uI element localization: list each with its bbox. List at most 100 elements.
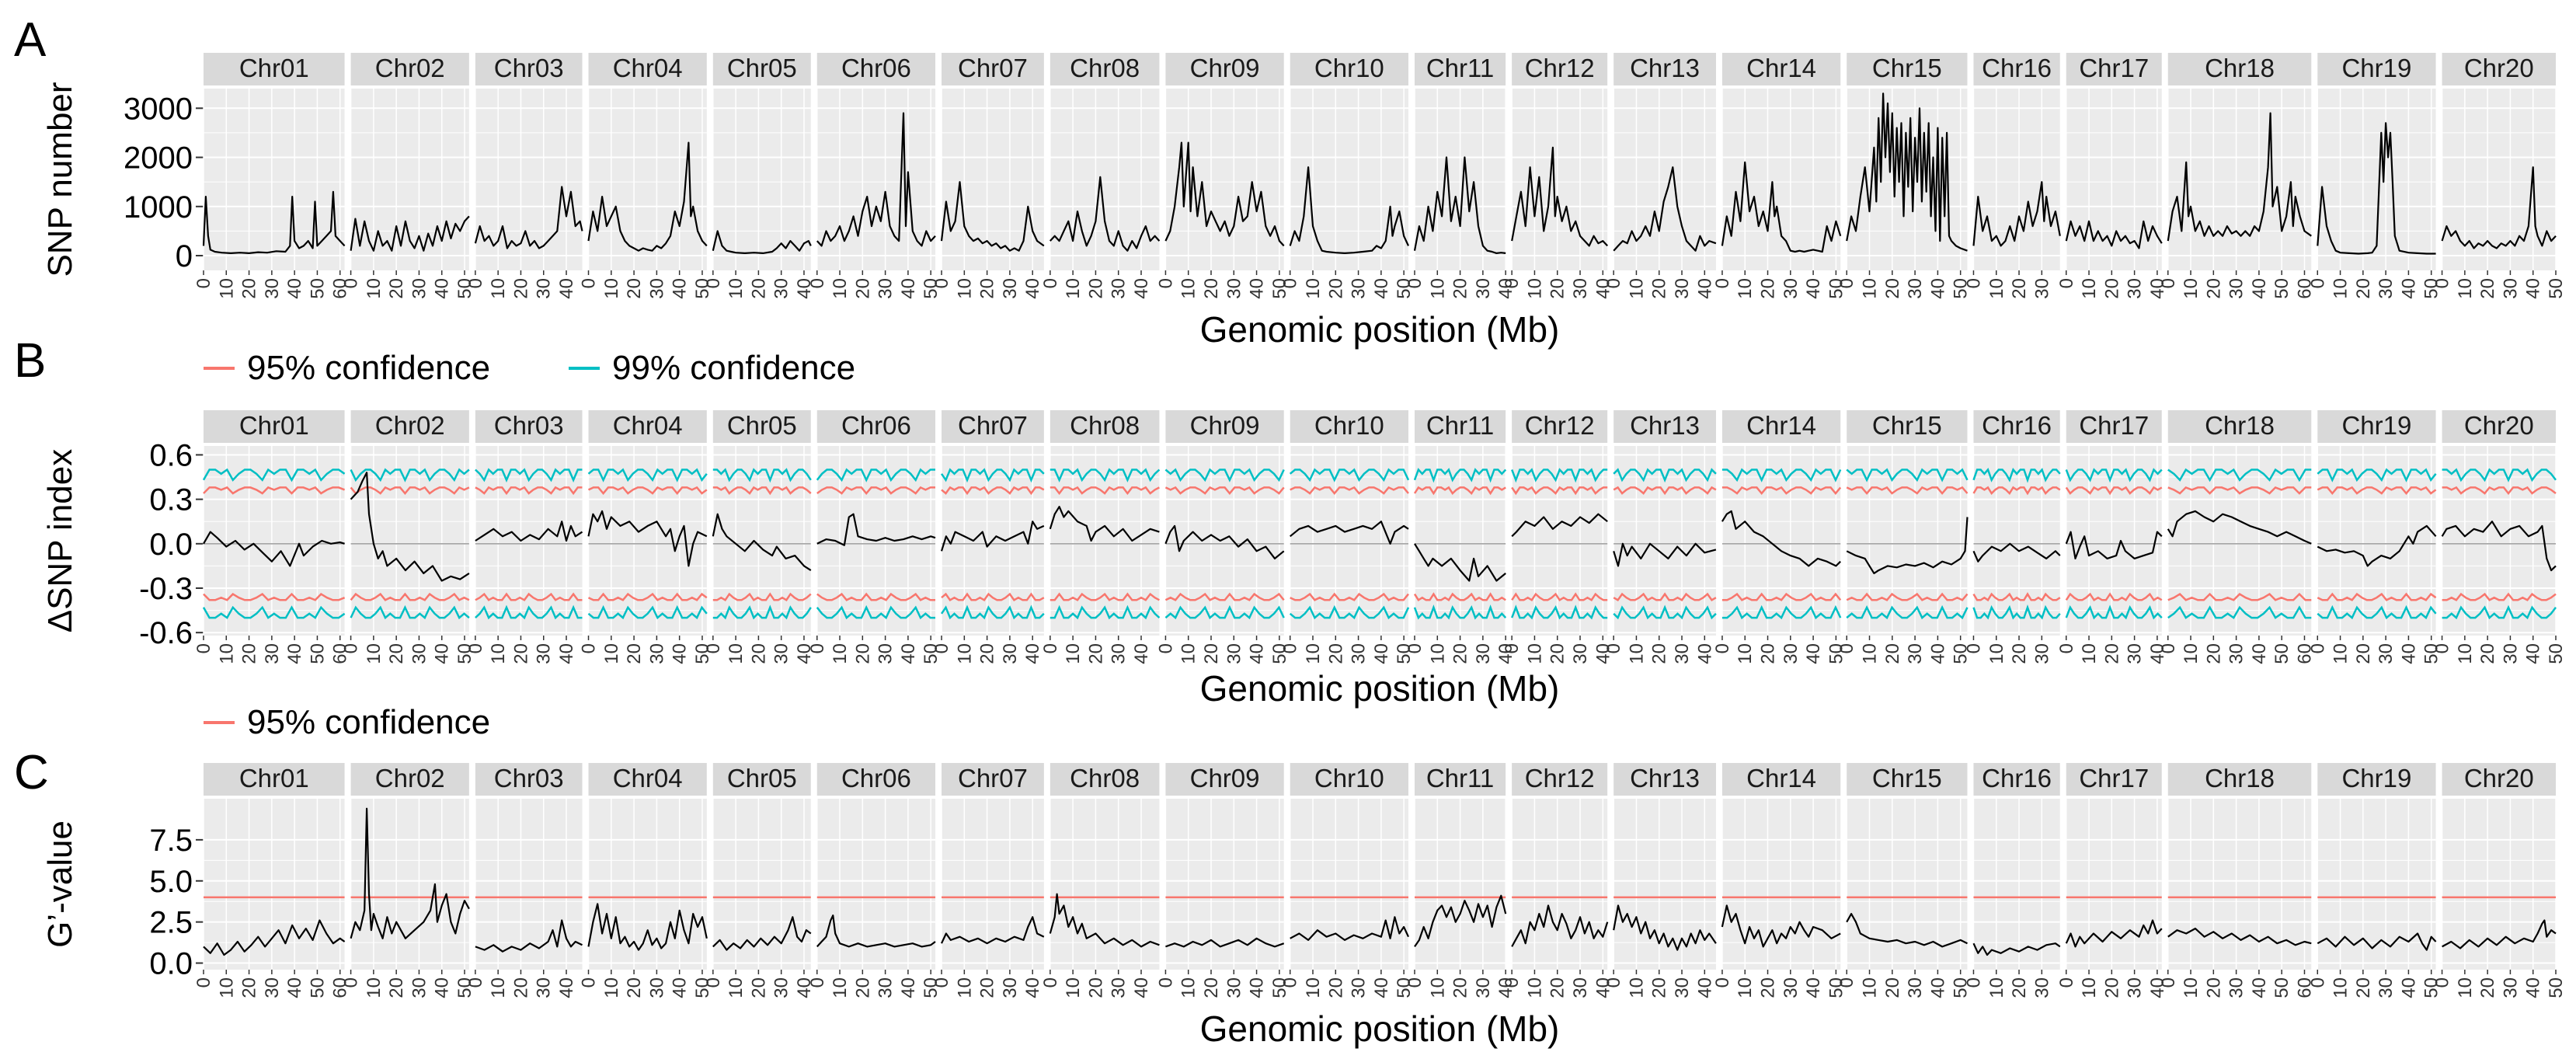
xtick-label: 10 bbox=[1303, 278, 1324, 299]
xtick-label: 10 bbox=[364, 977, 385, 998]
xtick-label: 50 bbox=[454, 278, 475, 299]
ci95-band-lower bbox=[350, 592, 470, 601]
facet-strip bbox=[1415, 410, 1506, 443]
series-line-Chr12 bbox=[1511, 904, 1609, 947]
xtick-label: 0 bbox=[193, 278, 214, 288]
ci99-band-lower bbox=[712, 604, 812, 620]
series-line-Chr18 bbox=[2167, 112, 2312, 242]
xtick-label: 0 bbox=[1836, 643, 1857, 653]
facet-strip bbox=[588, 763, 707, 796]
facet-strip-label: Chr17 bbox=[2079, 411, 2149, 440]
facet-strip bbox=[712, 53, 811, 85]
xtick-label: 10 bbox=[830, 643, 851, 664]
xtick-label: 30 bbox=[2376, 977, 2397, 998]
xtick-label: 60 bbox=[330, 977, 351, 998]
facet-strip bbox=[2167, 410, 2312, 443]
xtick-label: 40 bbox=[1803, 278, 1824, 299]
xtick-label: 20 bbox=[2477, 278, 2498, 299]
facet-Chr15: Chr15 0 10 20 30 40 50 bbox=[1836, 763, 1972, 998]
xtick-label: 20 bbox=[624, 977, 645, 998]
xtick-label: 30 bbox=[2376, 278, 2397, 299]
xtick-label: 0 bbox=[1712, 643, 1733, 653]
facet-strip bbox=[1290, 763, 1409, 796]
series-line-Chr14 bbox=[1721, 904, 1841, 948]
xtick-label: 20 bbox=[510, 977, 531, 998]
xtick-label: 0 bbox=[1836, 278, 1857, 288]
ytick-label: 2000 bbox=[124, 141, 193, 176]
facet-plot-bg bbox=[942, 89, 1044, 270]
xtick-label: 20 bbox=[386, 977, 407, 998]
xtick-label: 30 bbox=[2031, 643, 2052, 664]
xtick-label: 0 bbox=[1603, 278, 1624, 288]
xtick-label: 40 bbox=[432, 643, 453, 664]
facet-Chr04: Chr04 0 10 20 30 40 50 bbox=[579, 763, 713, 998]
ci95-band-lower bbox=[1846, 592, 1969, 601]
xtick-label: 60 bbox=[2294, 643, 2315, 664]
xtick-label: 20 bbox=[1325, 977, 1346, 998]
ci99-band-lower bbox=[1050, 604, 1161, 620]
ci99-band-lower bbox=[2317, 604, 2437, 620]
xtick-label: 30 bbox=[1570, 643, 1591, 664]
xtick-label: 20 bbox=[748, 278, 769, 299]
xtick-label: 40 bbox=[2249, 278, 2270, 299]
ytick-label: 0.6 bbox=[149, 438, 193, 472]
xtick-label: 20 bbox=[1547, 278, 1568, 299]
xtick-label: 50 bbox=[1951, 977, 1972, 998]
xtick-label: 30 bbox=[1905, 278, 1926, 299]
xtick-label: 20 bbox=[1201, 977, 1222, 998]
ytick-label: -0.3 bbox=[139, 572, 193, 606]
xtick-label: 0 bbox=[931, 278, 952, 288]
xtick-label: 40 bbox=[1927, 278, 1948, 299]
facet-strip bbox=[2066, 53, 2162, 85]
series-line-Chr03 bbox=[475, 521, 583, 542]
ci99-band-upper bbox=[2317, 468, 2437, 482]
facet-Chr08: Chr08 0 10 20 30 40 bbox=[1040, 763, 1160, 998]
series-line-Chr13 bbox=[1613, 166, 1717, 252]
xtick-label: 40 bbox=[1247, 977, 1268, 998]
ci99-band-lower bbox=[2442, 604, 2557, 620]
xtick-label: 10 bbox=[216, 977, 237, 998]
xtick-label: 60 bbox=[330, 643, 351, 664]
xtick-label: 30 bbox=[534, 977, 555, 998]
facet-strip bbox=[1847, 763, 1968, 796]
xtick-label: 20 bbox=[239, 643, 260, 664]
facet-Chr03: Chr03 0 10 20 30 40 bbox=[465, 410, 583, 664]
facet-Chr10: Chr10 0 10 20 30 40 50 bbox=[1280, 410, 1415, 664]
facet-strip-label: Chr09 bbox=[1190, 764, 1260, 793]
ytick-label: 2.5 bbox=[149, 906, 193, 940]
xtick-label: 50 bbox=[921, 977, 942, 998]
facet-Chr13: Chr13 0 10 20 30 40 bbox=[1603, 53, 1717, 299]
ytick-label: 7.5 bbox=[149, 824, 193, 858]
xtick-label: 0 bbox=[2432, 278, 2453, 288]
xtick-label: 50 bbox=[2271, 977, 2292, 998]
xtick-label: 60 bbox=[330, 278, 351, 299]
xtick-label: 0 bbox=[193, 977, 214, 988]
ci99-band-lower bbox=[587, 604, 708, 620]
xtick-label: 10 bbox=[1303, 643, 1324, 664]
facet-Chr14: Chr14 0 10 20 30 40 50 bbox=[1712, 53, 1847, 299]
series-line-Chr01 bbox=[203, 531, 345, 567]
xtick-label: 10 bbox=[954, 278, 975, 299]
series-line-Chr19 bbox=[2317, 932, 2437, 951]
xtick-label: 20 bbox=[1085, 643, 1106, 664]
facet-plot-bg bbox=[1512, 799, 1608, 970]
xtick-label: 10 bbox=[1524, 643, 1545, 664]
xtick-label: 10 bbox=[1303, 977, 1324, 998]
series-line-Chr06 bbox=[816, 914, 936, 948]
xtick-label: 30 bbox=[771, 977, 792, 998]
facet-Chr09: Chr09 0 10 20 30 40 50 bbox=[1155, 410, 1290, 664]
xtick-label: 10 bbox=[1427, 643, 1448, 664]
facet-strip bbox=[1613, 53, 1716, 85]
ci99-band-lower bbox=[1413, 604, 1507, 620]
xtick-label: 10 bbox=[726, 643, 747, 664]
series-line-Chr10 bbox=[1289, 166, 1409, 254]
xtick-label: 0 bbox=[1280, 977, 1301, 988]
xtick-label: 0 bbox=[2307, 643, 2328, 653]
xtick-label: 40 bbox=[1803, 643, 1824, 664]
facet-plot-bg bbox=[204, 89, 345, 270]
xtick-label: 40 bbox=[2398, 643, 2419, 664]
xtick-label: 20 bbox=[239, 977, 260, 998]
xtick-label: 50 bbox=[1951, 643, 1972, 664]
xtick-label: 20 bbox=[2101, 278, 2122, 299]
facet-strip bbox=[1290, 53, 1409, 85]
